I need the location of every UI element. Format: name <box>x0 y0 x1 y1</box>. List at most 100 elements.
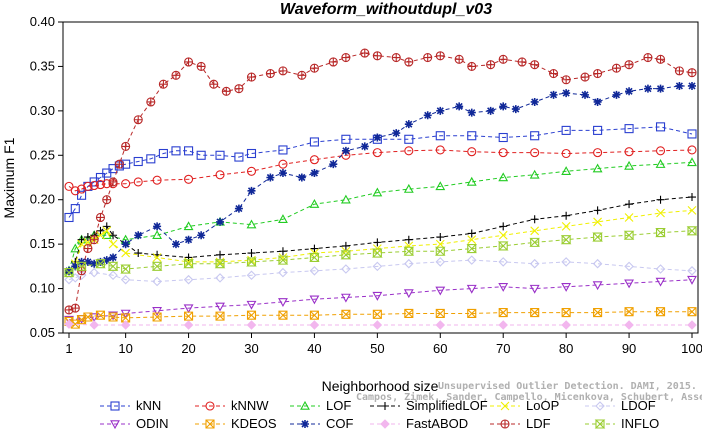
data-point <box>309 310 319 320</box>
x-axis-label: Neighborhood size <box>322 378 439 394</box>
data-point <box>70 303 80 313</box>
data-point <box>498 320 508 330</box>
data-point <box>77 184 87 194</box>
data-point <box>121 313 131 323</box>
data-point <box>110 401 120 411</box>
data-point <box>486 60 496 70</box>
data-point <box>624 160 635 170</box>
y-tick-label: 0.10 <box>30 281 55 296</box>
data-point <box>423 53 433 63</box>
data-point <box>436 233 445 242</box>
data-point <box>624 147 634 157</box>
data-point <box>95 180 106 190</box>
data-point <box>624 124 634 134</box>
data-point <box>341 134 351 144</box>
data-point <box>278 310 288 320</box>
data-point <box>391 53 401 63</box>
data-point <box>434 246 446 256</box>
data-point <box>467 235 477 245</box>
series-line <box>68 161 693 271</box>
data-point <box>593 308 603 318</box>
data-point <box>158 79 168 89</box>
data-point <box>89 180 99 191</box>
x-tick-label: 20 <box>181 341 195 356</box>
data-point <box>102 222 111 231</box>
data-point <box>215 302 225 312</box>
data-point <box>466 255 477 265</box>
data-point <box>133 156 143 167</box>
data-point <box>309 155 319 165</box>
data-point <box>435 181 446 191</box>
x-tick-label: 80 <box>559 341 573 356</box>
data-point <box>688 81 696 90</box>
data-point <box>372 320 383 330</box>
data-point <box>90 259 99 268</box>
data-point <box>404 146 414 156</box>
data-point <box>278 267 288 278</box>
data-point <box>64 181 74 191</box>
data-point <box>687 266 697 276</box>
data-point <box>120 320 131 330</box>
data-point <box>511 105 520 114</box>
data-point <box>65 266 73 275</box>
legend-label: ODIN <box>136 416 169 431</box>
data-point <box>404 258 414 269</box>
data-point <box>152 307 163 316</box>
data-point <box>234 152 244 162</box>
data-point <box>205 419 215 429</box>
data-point <box>158 148 168 159</box>
series-simplifiedlof <box>65 193 696 277</box>
legend-label: kNNW <box>231 398 269 413</box>
data-point <box>133 177 143 187</box>
data-point <box>102 195 112 205</box>
y-tick-label: 0.35 <box>30 58 55 73</box>
data-point <box>120 264 131 274</box>
legend-label: KDEOS <box>231 416 277 431</box>
data-point <box>561 148 571 159</box>
data-point <box>625 200 634 209</box>
data-point <box>278 66 288 76</box>
x-axis: 1 10 20 30 40 50 60 70 80 90 100 <box>65 333 702 356</box>
data-point <box>64 319 74 329</box>
data-point <box>593 97 602 106</box>
y-tick-label: 0.15 <box>30 236 55 251</box>
y-tick-label: 0.40 <box>30 14 55 29</box>
data-point <box>655 146 666 156</box>
data-point <box>278 145 288 155</box>
data-point <box>76 261 87 271</box>
data-point <box>592 163 603 173</box>
x-tick-label: 70 <box>496 341 510 356</box>
data-point <box>593 217 602 227</box>
data-point <box>134 231 143 240</box>
data-point <box>624 307 634 317</box>
data-point <box>372 291 383 301</box>
data-point <box>89 235 99 245</box>
data-point <box>372 261 383 272</box>
data-point <box>404 120 413 129</box>
data-point <box>297 173 306 182</box>
data-point <box>108 164 118 174</box>
data-point <box>341 309 351 319</box>
data-point <box>624 320 634 330</box>
data-point <box>561 166 572 176</box>
data-point <box>89 320 99 330</box>
data-point <box>687 145 697 155</box>
data-point <box>246 270 257 281</box>
data-point <box>611 63 622 73</box>
data-point <box>70 186 80 196</box>
data-point <box>373 238 382 247</box>
data-point <box>360 48 370 58</box>
data-point <box>341 146 350 155</box>
data-point <box>109 253 118 262</box>
data-point <box>529 258 540 269</box>
data-point <box>309 320 320 330</box>
data-point <box>549 68 559 79</box>
data-point <box>560 235 572 245</box>
data-point <box>340 250 352 260</box>
x-tick-label: 100 <box>681 341 702 356</box>
data-point <box>278 159 288 169</box>
data-point <box>529 169 540 179</box>
data-point <box>110 420 120 430</box>
data-point <box>372 187 383 197</box>
